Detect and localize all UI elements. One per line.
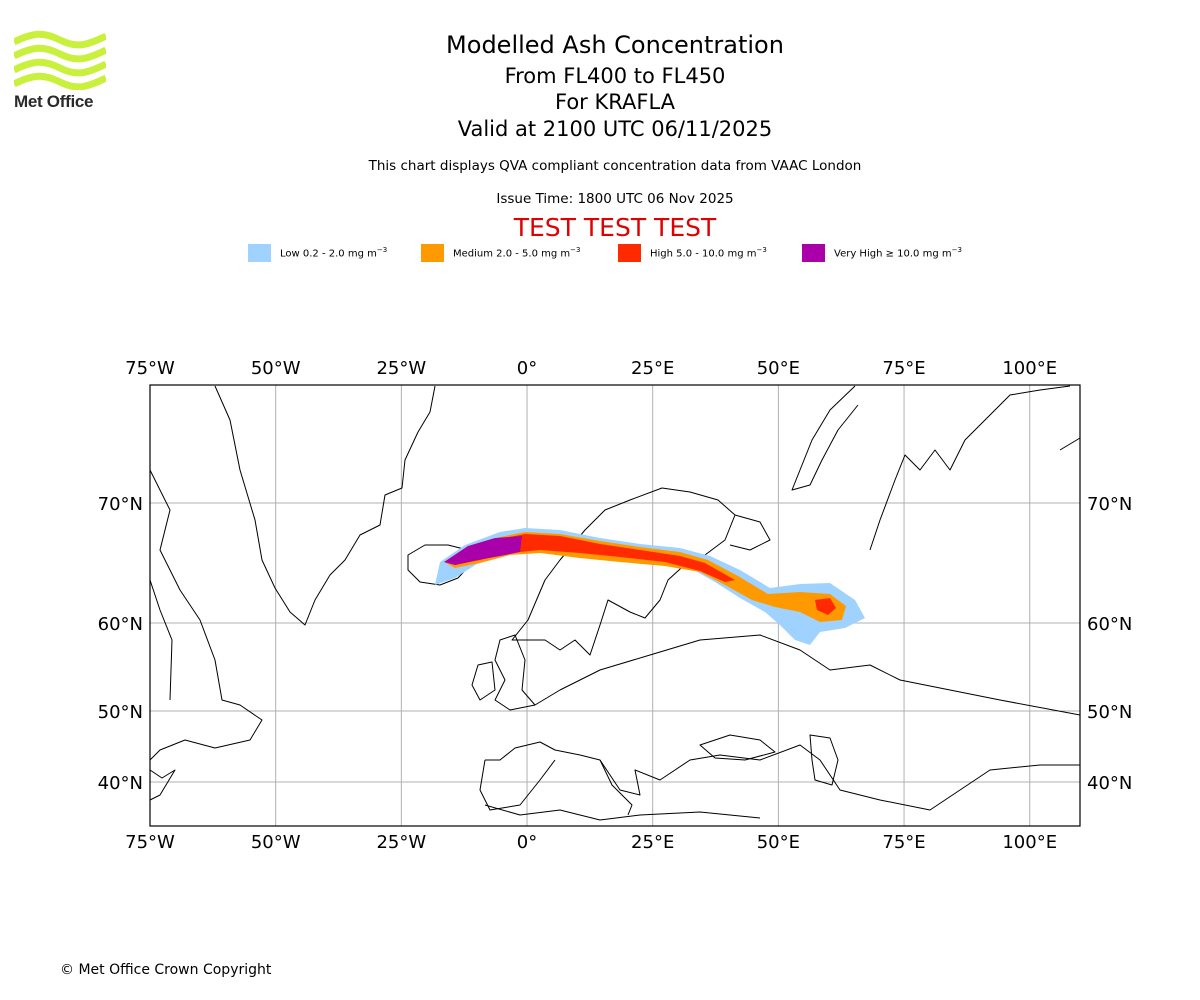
lon-tick-label: 25°W <box>376 358 426 379</box>
logo-wave <box>14 72 106 90</box>
logo-wave <box>14 58 106 77</box>
lat-tick-label: 50°N <box>1087 702 1132 723</box>
newfoundland-outline <box>149 769 176 801</box>
lon-tick-label: 75°W <box>125 358 175 379</box>
lon-tick-label: 75°W <box>125 832 175 853</box>
siberia-coast-outline <box>869 385 1071 551</box>
ash-map: 75°W 50°W 25°W 0° 25°E 50°E 75°E 100°E 75°W 50°W… <box>98 358 1133 853</box>
compliance-note: This chart displays QVA compliant concen… <box>368 158 862 174</box>
lon-tick-label: 25°W <box>376 832 426 853</box>
met-office-waves-icon <box>14 30 106 90</box>
plume-very-high-zone <box>444 536 522 565</box>
legend-swatch-high <box>618 244 641 262</box>
legend-label-very-high: Very High ≥ 10.0 mg m <box>834 248 952 260</box>
black-sea-outline <box>699 734 776 761</box>
copyright-notice: © Met Office Crown Copyright <box>60 962 272 978</box>
lon-tick-label: 50°E <box>757 832 800 853</box>
ash-plume <box>435 528 865 645</box>
issue-time: Issue Time: 1800 UTC 06 Nov 2025 <box>496 191 734 207</box>
lon-tick-label: 0° <box>517 358 537 379</box>
britain-outline <box>494 634 536 711</box>
legend-swatch-low <box>248 244 271 262</box>
lon-tick-label: 100°E <box>1002 358 1057 379</box>
lon-ticks-bottom: 75°W 50°W 25°W 0° 25°E 50°E 75°E 100°E <box>125 832 1057 853</box>
lon-tick-label: 0° <box>517 832 537 853</box>
iberia-outline <box>479 759 556 811</box>
ireland-outline <box>471 661 496 701</box>
taymyr-outline <box>1059 437 1081 451</box>
lat-tick-label: 70°N <box>1087 494 1132 515</box>
labrador-outline <box>149 579 173 701</box>
legend-swatch-medium <box>421 244 444 262</box>
legend-swatch-very-high <box>802 244 825 262</box>
valid-time: Valid at 2100 UTC 06/11/2025 <box>457 117 773 141</box>
kola-outline <box>729 514 771 551</box>
lon-tick-label: 50°W <box>251 358 301 379</box>
lat-tick-label: 60°N <box>1087 614 1132 635</box>
volcano-name: For KRAFLA <box>555 90 675 114</box>
flight-level-range: From FL400 to FL450 <box>504 64 726 88</box>
lon-tick-label: 25°E <box>631 358 674 379</box>
lon-tick-label: 75°E <box>882 358 925 379</box>
lat-tick-label: 40°N <box>1087 773 1132 794</box>
lat-tick-label: 60°N <box>98 614 143 635</box>
italy-outline <box>599 759 633 816</box>
greenland-outline <box>214 385 436 626</box>
logo-wave <box>14 44 106 63</box>
caspian-outline <box>809 734 839 786</box>
lon-tick-label: 75°E <box>882 832 925 853</box>
lon-tick-label: 50°W <box>251 832 301 853</box>
legend-item-high: High 5.0 - 10.0 mg m−3 <box>618 244 767 262</box>
lat-tick-label: 40°N <box>98 773 143 794</box>
southern-europe-outline <box>485 741 1080 811</box>
logo-wave <box>14 30 106 49</box>
map-frame <box>149 384 1081 827</box>
novaya-zemlya-outline <box>791 385 859 491</box>
lon-tick-label: 100°E <box>1002 832 1057 853</box>
logo-text: Met Office <box>14 92 94 111</box>
lat-tick-label: 70°N <box>98 494 143 515</box>
legend-item-very-high: Very High ≥ 10.0 mg m−3 <box>802 244 962 262</box>
chart-title: Modelled Ash Concentration <box>446 31 784 59</box>
graticule <box>149 385 1080 826</box>
europe-outline <box>534 634 1081 716</box>
lon-ticks-top: 75°W 50°W 25°W 0° 25°E 50°E 75°E 100°E <box>125 358 1057 379</box>
test-banner: TEST TEST TEST <box>513 213 717 242</box>
legend-item-medium: Medium 2.0 - 5.0 mg m−3 <box>421 244 580 262</box>
lat-tick-label: 50°N <box>98 702 143 723</box>
legend-label-high: High 5.0 - 10.0 mg m <box>650 248 757 260</box>
lat-ticks-left: 70°N 60°N 50°N 40°N <box>98 494 143 794</box>
legend-item-low: Low 0.2 - 2.0 mg m−3 <box>248 244 387 262</box>
lon-tick-label: 50°E <box>757 358 800 379</box>
met-office-logo: Met Office <box>14 30 108 112</box>
canada-outline <box>149 469 263 761</box>
legend-label-low: Low 0.2 - 2.0 mg m <box>280 248 377 260</box>
north-africa-outline <box>484 804 761 821</box>
plume-medium-zone <box>444 532 846 622</box>
coastlines <box>149 385 1081 821</box>
legend-label-medium: Medium 2.0 - 5.0 mg m <box>453 248 571 260</box>
lat-ticks-right: 70°N 60°N 50°N 40°N <box>1087 494 1132 794</box>
plume-high-zone <box>446 534 836 615</box>
lon-tick-label: 25°E <box>631 832 674 853</box>
